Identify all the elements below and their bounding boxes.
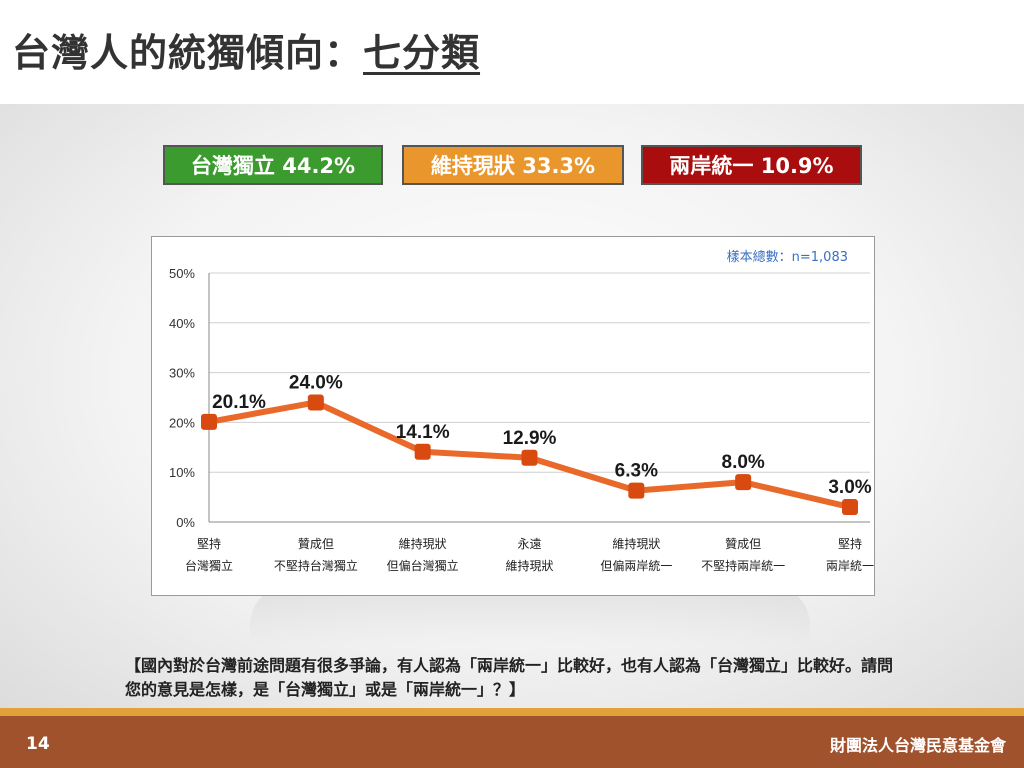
data-label: 6.3% (615, 461, 658, 482)
chart-panel: 0% 10% 20% 30% 40% 50% 樣本總數：n=1,083 20.1% 堅持台灣獨立… (151, 236, 875, 596)
y-tick-label: 20% (169, 415, 195, 430)
x-tick-label: 堅持 (838, 536, 862, 551)
summary-independence: 台灣獨立 44.2% (163, 145, 383, 185)
title-main: 台灣人的統獨傾向： (12, 31, 364, 75)
data-point (628, 482, 645, 499)
sample-size-note: 樣本總數：n=1,083 (727, 249, 848, 265)
x-tick-label: 永遠 (517, 537, 541, 551)
title-sub: 七分類 (363, 31, 481, 75)
data-label: 24.0% (289, 372, 343, 393)
data-point (201, 413, 217, 430)
x-tick-label: 不堅持兩岸統一 (701, 558, 785, 573)
header: 台灣人的統獨傾向：七分類 (0, 0, 1024, 104)
footer-accent-line (0, 708, 1024, 716)
survey-question: 【國內對於台灣前途問題有很多爭論，有人認為「兩岸統一」比較好，也有人認為「台灣獨… (125, 656, 894, 699)
x-tick-label: 維持現狀 (505, 558, 553, 573)
organization-name: 財團法人台灣民意基金會 (829, 736, 1006, 755)
x-tick-label: 贊成但 (725, 537, 761, 551)
data-label: 20.1% (212, 392, 266, 413)
x-tick-label: 但偏兩岸統一 (600, 558, 672, 573)
x-tick-label: 贊成但 (298, 537, 334, 551)
summary-unification: 兩岸統一 10.9% (641, 145, 862, 185)
x-tick-label: 台灣獨立 (185, 558, 233, 573)
y-tick-label: 30% (169, 366, 195, 381)
data-label: 14.1% (396, 422, 450, 443)
data-point (414, 443, 431, 460)
x-tick-label: 維持現狀 (399, 536, 447, 551)
data-label: 12.9% (503, 428, 557, 449)
x-tick-label: 不堅持台灣獨立 (274, 558, 358, 573)
y-tick-label: 50% (169, 266, 195, 281)
page-title: 台灣人的統獨傾向：七分類 (12, 22, 480, 77)
data-point (842, 499, 858, 516)
data-label: 8.0% (722, 452, 765, 473)
data-point (521, 449, 538, 466)
y-tick-label: 10% (169, 465, 195, 480)
data-point (735, 474, 752, 491)
y-tick-label: 0% (176, 515, 195, 530)
y-tick-label: 40% (169, 316, 195, 331)
x-tick-label: 維持現狀 (612, 536, 660, 551)
page-number: 14 (26, 734, 50, 754)
data-point (307, 394, 324, 411)
x-tick-label: 但偏台灣獨立 (387, 558, 459, 573)
data-label: 3.0% (828, 477, 871, 498)
x-tick-label: 兩岸統一 (826, 559, 874, 573)
summary-status-quo: 維持現狀 33.3% (402, 145, 624, 185)
footer-bar: 14 財團法人台灣民意基金會 (0, 716, 1024, 768)
x-tick-label: 堅持 (197, 536, 221, 551)
line-chart: 0% 10% 20% 30% 40% 50% 樣本總數：n=1,083 20.1% 堅持台灣獨立… (169, 249, 874, 573)
